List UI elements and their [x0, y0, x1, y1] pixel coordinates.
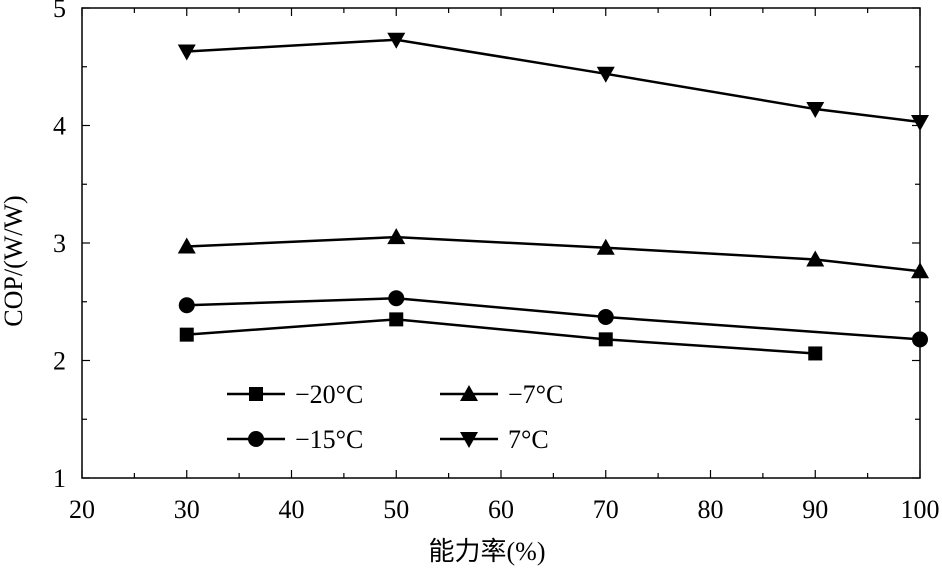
x-tick-label: 90	[802, 495, 828, 524]
data-point	[911, 114, 929, 131]
legend-marker	[249, 387, 263, 401]
data-point	[177, 237, 196, 254]
data-point	[912, 331, 928, 348]
x-tick-label: 20	[69, 495, 95, 524]
data-point	[177, 44, 196, 61]
y-tick-label: 5	[53, 0, 66, 23]
x-tick-label: 70	[593, 495, 619, 524]
series-line	[186, 296, 921, 341]
y-tick-label: 4	[53, 112, 66, 141]
legend-item: −15°C	[227, 425, 363, 454]
data-point	[389, 312, 404, 327]
x-tick-label: 60	[488, 495, 514, 524]
data-point	[179, 327, 194, 342]
series-2	[177, 228, 929, 279]
y-tick-label: 2	[53, 347, 66, 376]
y-axis-label: COP/(W/W)	[0, 195, 28, 326]
legend-marker	[460, 432, 478, 448]
data-point	[387, 228, 406, 245]
x-tick-label: 30	[174, 495, 200, 524]
data-point	[178, 297, 195, 314]
legend-label: 7°C	[508, 425, 549, 454]
legend-item: −20°C	[227, 380, 363, 409]
data-point	[597, 309, 614, 326]
x-tick-label: 50	[383, 495, 409, 524]
data-point	[388, 290, 405, 307]
y-tick-label: 3	[53, 229, 66, 258]
legend-label: −7°C	[508, 380, 563, 409]
legend: −20°C −15°C −7°C 7°C	[227, 380, 563, 454]
data-point	[387, 32, 406, 49]
data-point	[596, 66, 615, 83]
series-line	[186, 38, 921, 124]
data-point	[596, 238, 615, 255]
series-line	[186, 318, 816, 355]
legend-item: 7°C	[440, 425, 549, 454]
legend-marker	[460, 385, 478, 401]
data-point	[598, 332, 613, 347]
x-tick-label: 100	[901, 495, 940, 524]
legend-label: −15°C	[295, 425, 363, 454]
data-point	[806, 250, 825, 267]
data-point	[806, 102, 825, 119]
legend-marker	[248, 431, 264, 447]
data-point	[911, 262, 929, 279]
y-tick-label: 1	[53, 464, 66, 493]
series-layer	[177, 32, 929, 361]
legend-label: −20°C	[295, 380, 363, 409]
series-3	[177, 32, 929, 131]
legend-item: −7°C	[440, 380, 563, 409]
axes: 20 30 40 50 60 70 80 90 100 1 2 3 4 5	[53, 0, 940, 524]
data-point	[808, 346, 823, 361]
x-tick-label: 80	[698, 495, 724, 524]
series-1	[178, 290, 928, 348]
x-tick-label: 40	[279, 495, 305, 524]
x-axis-label: 能力率(%)	[429, 537, 546, 566]
series-0	[179, 312, 823, 361]
